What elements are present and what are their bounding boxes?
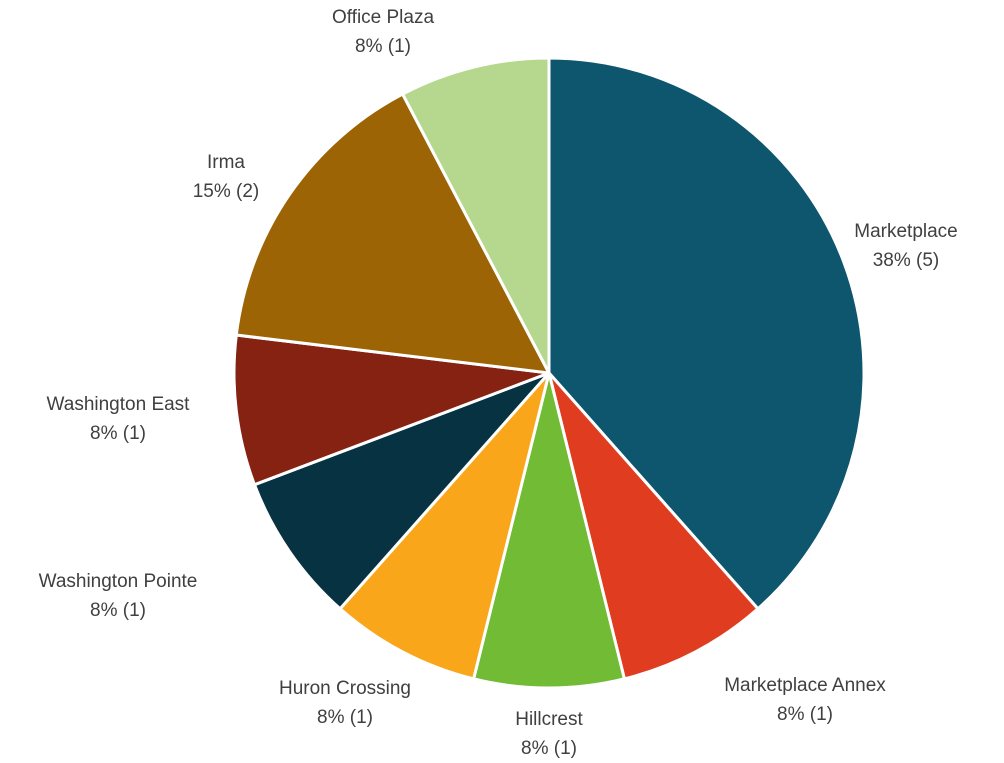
- slice-value-label: 8% (1): [90, 423, 146, 444]
- slice-value-label: 38% (5): [873, 250, 940, 271]
- slice-label: Irma: [207, 152, 245, 173]
- slice-label: Hillcrest: [515, 709, 583, 730]
- slice-value-label: 15% (2): [193, 181, 260, 202]
- pie-slice: [472, 371, 626, 690]
- slice-label: Washington Pointe: [39, 571, 198, 592]
- slice-value-label: 8% (1): [355, 36, 411, 57]
- slice-label: Office Plaza: [332, 7, 435, 28]
- slice-value-label: 8% (1): [777, 704, 833, 725]
- slice-value-label: 8% (1): [521, 738, 577, 759]
- slice-label: Huron Crossing: [279, 678, 411, 699]
- pie-slice: [234, 92, 551, 375]
- pie-slice: [547, 56, 866, 611]
- slice-label: Washington East: [47, 394, 191, 415]
- pie-slice: [252, 371, 551, 611]
- slice-value-label: 8% (1): [317, 707, 373, 728]
- slice-label: Marketplace Annex: [724, 675, 886, 696]
- pie-slice: [547, 371, 760, 681]
- pie-slice: [338, 371, 551, 681]
- pie-slice: [232, 333, 551, 487]
- slice-value-label: 8% (1): [90, 600, 146, 621]
- pie-slice: [401, 56, 551, 375]
- slice-label: Marketplace: [854, 221, 958, 242]
